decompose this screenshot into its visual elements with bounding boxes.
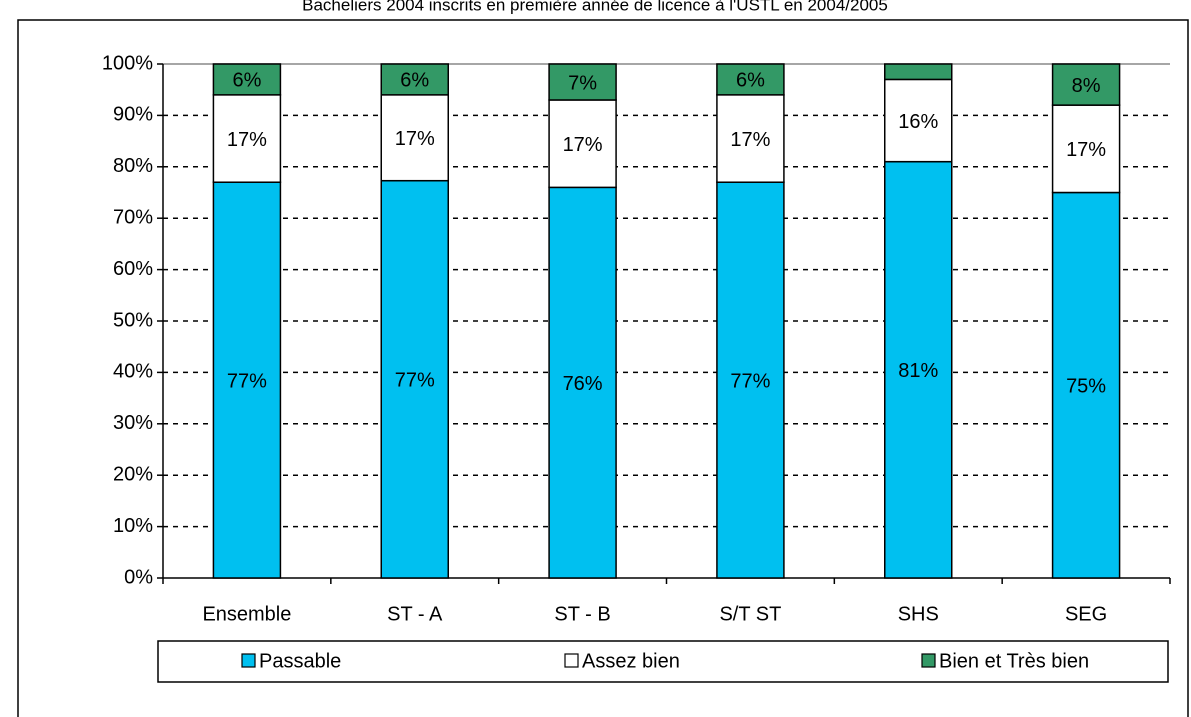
data-label: 81% [898, 360, 938, 382]
data-label: 6% [736, 70, 765, 92]
data-label: 77% [227, 370, 267, 392]
bar-segment [380, 179, 449, 579]
chart-title: Bacheliers 2004 inscrits en première ann… [302, 0, 888, 14]
legend-swatch [241, 653, 256, 668]
legend-swatch [564, 653, 579, 668]
y-tick-label: 70% [113, 206, 153, 228]
bar-segment [884, 160, 953, 579]
x-tick-label: SHS [898, 603, 939, 625]
data-label: 16% [898, 111, 938, 133]
y-tick-label: 0% [124, 566, 153, 588]
data-label: 77% [730, 370, 770, 392]
bar-segment [212, 181, 282, 579]
data-label: 6% [400, 70, 429, 92]
data-label: 17% [395, 128, 435, 150]
legend-swatch [921, 653, 936, 668]
bar-segment [1051, 63, 1121, 106]
x-tick-label: SEG [1065, 603, 1107, 625]
y-tick-label: 30% [113, 412, 153, 434]
x-tick-label: ST - B [554, 603, 610, 625]
data-label: 17% [227, 129, 267, 151]
data-label: 77% [395, 370, 435, 392]
data-label: 17% [1066, 139, 1106, 161]
legend-label: Assez bien [582, 650, 680, 672]
bar-segment [716, 181, 785, 579]
data-label: 75% [1066, 376, 1106, 398]
data-label: 6% [232, 70, 261, 92]
bar-segment [380, 94, 449, 182]
bar-segment [716, 94, 785, 183]
y-tick-label: 20% [113, 463, 153, 485]
x-tick-label: ST - A [387, 603, 443, 625]
data-label: 7% [568, 72, 597, 94]
bar-segment [716, 63, 785, 96]
legend-label: Passable [259, 650, 341, 672]
bar-segment [548, 63, 617, 101]
data-label: 17% [730, 129, 770, 151]
y-tick-label: 90% [113, 104, 153, 126]
y-tick-label: 10% [113, 515, 153, 537]
y-tick-label: 60% [113, 258, 153, 280]
y-tick-label: 50% [113, 309, 153, 331]
y-tick-label: 40% [113, 361, 153, 383]
bar-segment [1051, 104, 1121, 194]
legend-label: Bien et Très bien [939, 650, 1089, 672]
bar-segment [884, 78, 953, 163]
bar-segment [380, 63, 449, 96]
bar-segment [884, 63, 953, 81]
x-tick-label: S/T ST [719, 603, 781, 625]
bar-segment [1051, 191, 1121, 579]
legend-box [157, 640, 1169, 683]
x-tick-label: Ensemble [202, 603, 291, 625]
bar-segment [548, 99, 617, 189]
bar-segment [548, 186, 617, 579]
data-label: 8% [1072, 75, 1101, 97]
data-label: 76% [563, 373, 603, 395]
y-tick-label: 80% [113, 155, 153, 177]
bar-segment [212, 94, 282, 183]
bar-segment [212, 63, 282, 96]
y-tick-label: 100% [102, 52, 153, 74]
data-label: 17% [563, 134, 603, 156]
